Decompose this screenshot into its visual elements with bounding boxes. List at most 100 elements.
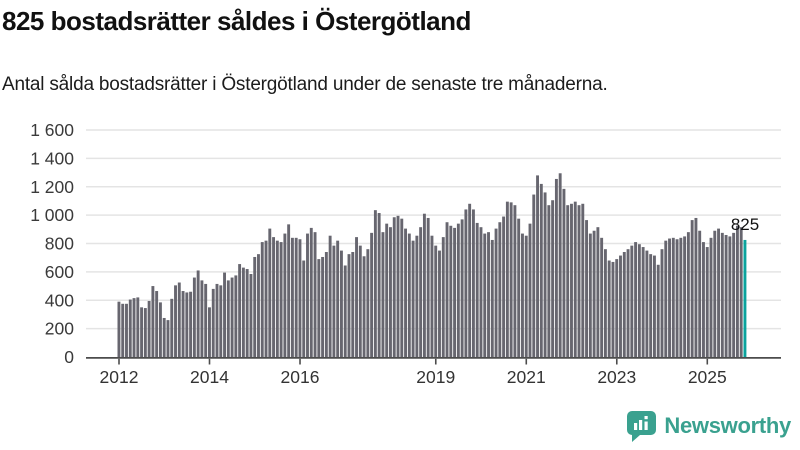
bar bbox=[600, 237, 604, 357]
bar bbox=[223, 272, 226, 357]
bar bbox=[573, 201, 577, 357]
bar bbox=[630, 245, 634, 357]
bar bbox=[283, 233, 287, 357]
bar bbox=[241, 267, 245, 357]
bar bbox=[128, 299, 132, 357]
bar bbox=[407, 233, 411, 357]
bar bbox=[362, 256, 366, 357]
bar bbox=[381, 232, 385, 357]
x-axis-tick-label: 2012 bbox=[100, 367, 139, 387]
bar bbox=[151, 286, 155, 357]
bar bbox=[668, 238, 671, 357]
bar bbox=[649, 254, 653, 357]
bar bbox=[528, 223, 532, 357]
bar bbox=[705, 247, 709, 357]
y-axis-tick-label: 1 600 bbox=[30, 120, 74, 140]
x-axis-tick-label: 2023 bbox=[597, 367, 636, 387]
bar bbox=[260, 242, 264, 357]
bar bbox=[449, 225, 453, 357]
bar bbox=[419, 227, 423, 357]
bar bbox=[702, 242, 705, 357]
bar bbox=[637, 244, 641, 357]
bar bbox=[268, 228, 272, 357]
bar bbox=[521, 233, 524, 357]
bar bbox=[238, 264, 242, 357]
bar bbox=[509, 202, 513, 357]
bar bbox=[456, 223, 460, 357]
bar bbox=[317, 259, 321, 357]
bar bbox=[483, 233, 487, 357]
bar bbox=[494, 228, 498, 357]
bar bbox=[468, 203, 472, 357]
bar bbox=[185, 292, 189, 357]
bar bbox=[336, 240, 340, 357]
bar bbox=[215, 283, 219, 357]
bar bbox=[200, 280, 204, 357]
bar bbox=[313, 232, 317, 357]
bar bbox=[230, 277, 234, 357]
bar bbox=[732, 232, 736, 357]
bar bbox=[426, 217, 430, 357]
bar bbox=[279, 242, 283, 357]
bar bbox=[713, 230, 717, 357]
bar bbox=[422, 213, 426, 357]
bar bbox=[332, 245, 336, 357]
bar bbox=[513, 205, 517, 357]
bar bbox=[536, 175, 539, 357]
bar bbox=[479, 227, 483, 357]
bar bbox=[641, 247, 645, 357]
bar-chart-speech-bubble-icon bbox=[627, 410, 657, 442]
bar bbox=[498, 222, 502, 357]
bar bbox=[554, 178, 558, 357]
highlighted-value-label: 825 bbox=[731, 215, 759, 234]
bar bbox=[615, 259, 619, 357]
bar bbox=[619, 255, 622, 357]
y-axis-tick-label: 1 000 bbox=[30, 205, 74, 225]
bar bbox=[392, 217, 396, 357]
y-axis-tick-label: 0 bbox=[64, 347, 74, 367]
bar bbox=[219, 285, 223, 357]
bar bbox=[709, 237, 713, 357]
bar bbox=[543, 192, 547, 357]
y-axis-tick-label: 1 200 bbox=[30, 177, 74, 197]
bar bbox=[177, 282, 181, 357]
bar bbox=[596, 227, 600, 357]
bar bbox=[735, 225, 739, 357]
x-axis-tick-label: 2014 bbox=[190, 367, 229, 387]
bar bbox=[385, 223, 389, 357]
bar bbox=[656, 264, 660, 357]
bar bbox=[671, 237, 675, 357]
bar bbox=[170, 298, 174, 357]
bar bbox=[253, 256, 257, 357]
bar bbox=[189, 291, 193, 357]
bar bbox=[136, 297, 140, 357]
bar bbox=[430, 235, 434, 357]
bar bbox=[211, 288, 215, 357]
y-axis-tick-label: 600 bbox=[45, 262, 74, 282]
x-axis-tick-label: 2025 bbox=[688, 367, 727, 387]
bar bbox=[155, 291, 159, 357]
bar bbox=[132, 298, 136, 357]
bar bbox=[694, 217, 698, 357]
bar bbox=[328, 235, 332, 357]
bar bbox=[622, 252, 626, 357]
y-axis-tick-label: 400 bbox=[45, 290, 74, 310]
bar bbox=[226, 280, 230, 357]
bar bbox=[441, 237, 445, 357]
bar bbox=[502, 216, 506, 357]
bar bbox=[739, 227, 743, 357]
bar bbox=[257, 254, 260, 357]
bar bbox=[626, 249, 630, 358]
bar bbox=[290, 237, 294, 357]
bar bbox=[562, 188, 566, 357]
bar bbox=[592, 230, 596, 357]
bar bbox=[302, 260, 306, 357]
y-axis-tick-label: 200 bbox=[45, 319, 74, 339]
bar bbox=[524, 235, 528, 357]
bar bbox=[505, 201, 509, 357]
bar bbox=[355, 237, 358, 357]
bar bbox=[351, 252, 355, 357]
bar bbox=[551, 200, 555, 357]
bar bbox=[577, 205, 581, 357]
